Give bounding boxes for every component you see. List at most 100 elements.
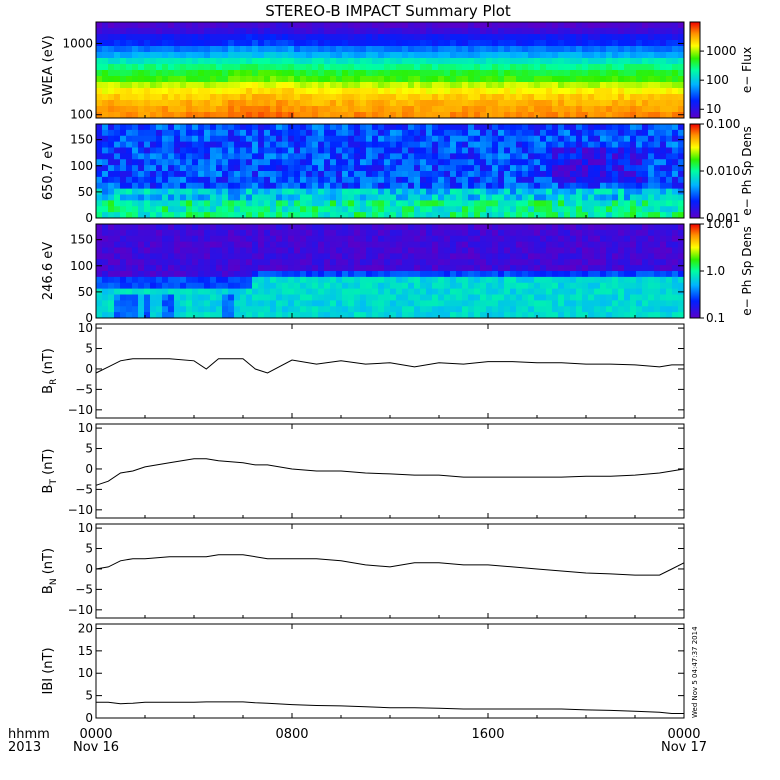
heatmap-cell	[636, 306, 643, 313]
heatmap-cell	[240, 82, 247, 89]
heatmap-cell	[114, 235, 121, 243]
heatmap-cell	[402, 153, 409, 160]
heatmap-cell	[624, 271, 631, 278]
heatmap-cell	[558, 247, 565, 254]
heatmap-cell	[426, 312, 433, 319]
heatmap-cell	[510, 88, 517, 95]
heatmap-cell	[390, 22, 397, 29]
heatmap-cell	[174, 106, 181, 113]
heatmap-cell	[654, 229, 661, 237]
heatmap-cell	[252, 294, 259, 301]
heatmap-cell	[498, 253, 505, 260]
heatmap-cell	[162, 100, 169, 107]
heatmap-cell	[318, 312, 325, 319]
heatmap-cell	[270, 64, 277, 71]
heatmap-cell	[348, 28, 355, 35]
heatmap-cell	[618, 206, 625, 213]
heatmap-cell	[156, 100, 163, 107]
heatmap-cell	[504, 171, 511, 178]
heatmap-cell	[108, 229, 115, 237]
heatmap-cell	[180, 200, 187, 207]
heatmap-cell	[384, 58, 391, 65]
heatmap-cell	[486, 70, 493, 77]
ylabel-5: BN (nT)	[41, 548, 59, 594]
heatmap-cell	[432, 76, 439, 83]
heatmap-cell	[510, 40, 517, 47]
heatmap-cell	[366, 88, 373, 95]
heatmap-cell	[438, 206, 445, 213]
heatmap-cell	[234, 165, 241, 172]
heatmap-cell	[420, 253, 427, 260]
heatmap-cell	[636, 224, 643, 231]
heatmap-cell	[300, 259, 307, 266]
heatmap-cell	[606, 265, 613, 272]
heatmap-cell	[660, 212, 667, 219]
heatmap-cell	[432, 276, 439, 284]
heatmap-cell	[642, 294, 649, 301]
heatmap-cell	[282, 241, 289, 249]
heatmap-cell	[528, 271, 535, 278]
heatmap-cell	[450, 247, 457, 254]
heatmap-cell	[546, 129, 553, 137]
heatmap-2	[96, 224, 685, 319]
heatmap-cell	[234, 306, 241, 313]
heatmap-cell	[102, 76, 109, 83]
heatmap-cell	[234, 200, 241, 207]
heatmap-cell	[294, 34, 301, 41]
heatmap-cell	[408, 212, 415, 219]
heatmap-cell	[120, 312, 127, 319]
heatmap-cell	[108, 241, 115, 249]
heatmap-cell	[678, 112, 685, 119]
heatmap-cell	[186, 235, 193, 243]
heatmap-cell	[378, 124, 385, 131]
heatmap-cell	[582, 253, 589, 260]
heatmap-cell	[630, 171, 637, 178]
heatmap-cell	[600, 124, 607, 131]
heatmap-cell	[126, 76, 133, 83]
heatmap-cell	[636, 206, 643, 213]
heatmap-cell	[288, 70, 295, 77]
heatmap-cell	[192, 124, 199, 131]
heatmap-cell	[342, 94, 349, 101]
heatmap-cell	[132, 271, 139, 278]
heatmap-cell	[672, 70, 679, 77]
heatmap-cell	[132, 159, 139, 166]
heatmap-cell	[240, 106, 247, 113]
heatmap-cell	[462, 141, 469, 149]
heatmap-cell	[162, 294, 169, 301]
heatmap-cell	[462, 82, 469, 89]
heatmap-cell	[288, 229, 295, 237]
heatmap-cell	[588, 76, 595, 83]
heatmap-cell	[552, 188, 559, 196]
heatmap-cell	[222, 22, 229, 29]
heatmap-cell	[114, 206, 121, 213]
heatmap-cell	[660, 200, 667, 207]
heatmap-cell	[372, 276, 379, 284]
heatmap-cell	[168, 141, 175, 149]
heatmap-cell	[564, 241, 571, 249]
heatmap-cell	[240, 88, 247, 95]
heatmap-cell	[138, 135, 145, 143]
heatmap-cell	[210, 141, 217, 149]
heatmap-cell	[378, 206, 385, 213]
heatmap-cell	[666, 288, 673, 296]
heatmap-cell	[606, 247, 613, 254]
heatmap-cell	[648, 288, 655, 296]
heatmap-cell	[444, 88, 451, 95]
heatmap-cell	[198, 106, 205, 113]
heatmap-cell	[648, 182, 655, 190]
heatmap-cell	[246, 147, 253, 154]
heatmap-cell	[336, 271, 343, 278]
heatmap-cell	[546, 147, 553, 154]
heatmap-cell	[504, 165, 511, 172]
heatmap-cell	[318, 212, 325, 219]
heatmap-cell	[510, 241, 517, 249]
heatmap-cell	[252, 88, 259, 95]
heatmap-cell	[120, 224, 127, 231]
heatmap-cell	[360, 294, 367, 301]
heatmap-cell	[498, 159, 505, 166]
heatmap-cell	[660, 265, 667, 272]
heatmap-cell	[150, 288, 157, 296]
heatmap-cell	[162, 312, 169, 319]
heatmap-cell	[438, 235, 445, 243]
